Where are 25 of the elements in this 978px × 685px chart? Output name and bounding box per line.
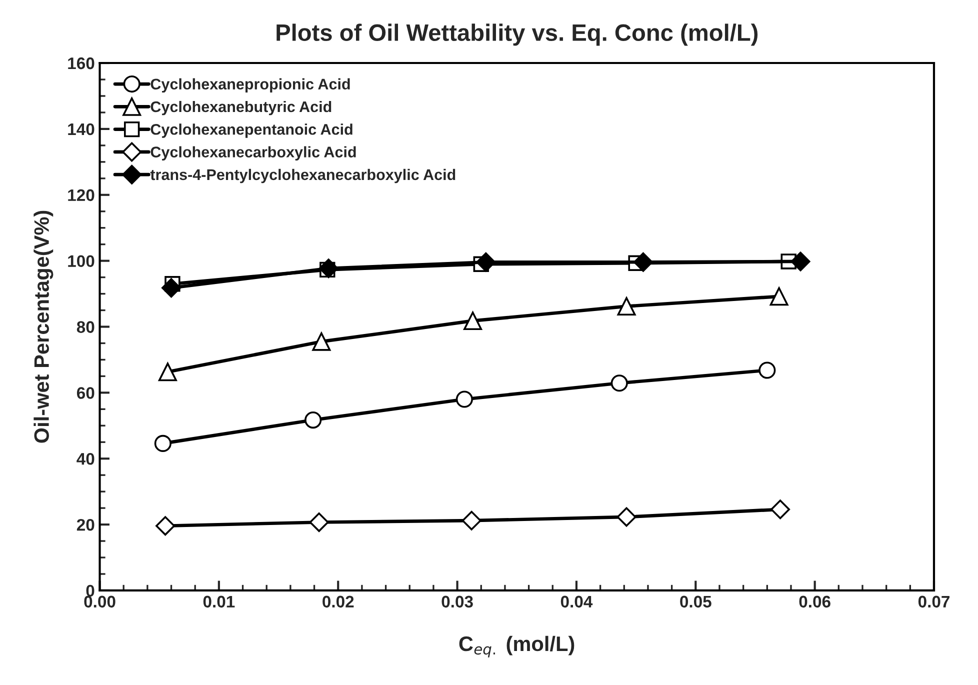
y-axis-title: Oil-wet Percentage(V%) [34,210,54,443]
y-tick-label: 20 [76,518,94,531]
y-tick-label: 100 [68,255,94,268]
x-tick-label: 0.05 [680,596,712,608]
x-axis-title: C$_{eq.}$ (mol/L) [459,636,574,658]
x-tick-label: 0.02 [322,596,354,608]
x-tick-label: 0.03 [442,596,473,608]
y-tick-label: 0 [86,584,94,597]
chart-title: Plots of Oil Wettability vs. Eq. Conc (mol/L) [276,24,758,46]
legend-label: Cyclohexanecarboxylic Acid [150,146,356,160]
y-tick-label: 120 [68,189,94,202]
x-tick-label: 0.06 [799,596,830,608]
y-tick-label: 80 [76,321,94,333]
legend-label: Cyclohexanebutyric Acid [150,100,332,116]
y-tick-label: 160 [68,57,94,70]
x-tick-label: 0.00 [84,596,116,608]
y-tick-label: 60 [76,387,94,399]
legend-label: trans-4-Pentylcyclohexanecarboxylic Acid [150,168,456,184]
x-tick-label: 0.07 [918,596,950,608]
x-tick-label: 0.01 [203,596,235,608]
legend-label: Cyclohexanepentanoic Acid [150,124,352,138]
y-tick-label: 140 [68,123,94,136]
y-tick-label: 40 [76,453,94,465]
x-tick-label: 0.04 [560,596,593,608]
legend-label: Cyclohexanepropionic Acid [150,78,350,93]
